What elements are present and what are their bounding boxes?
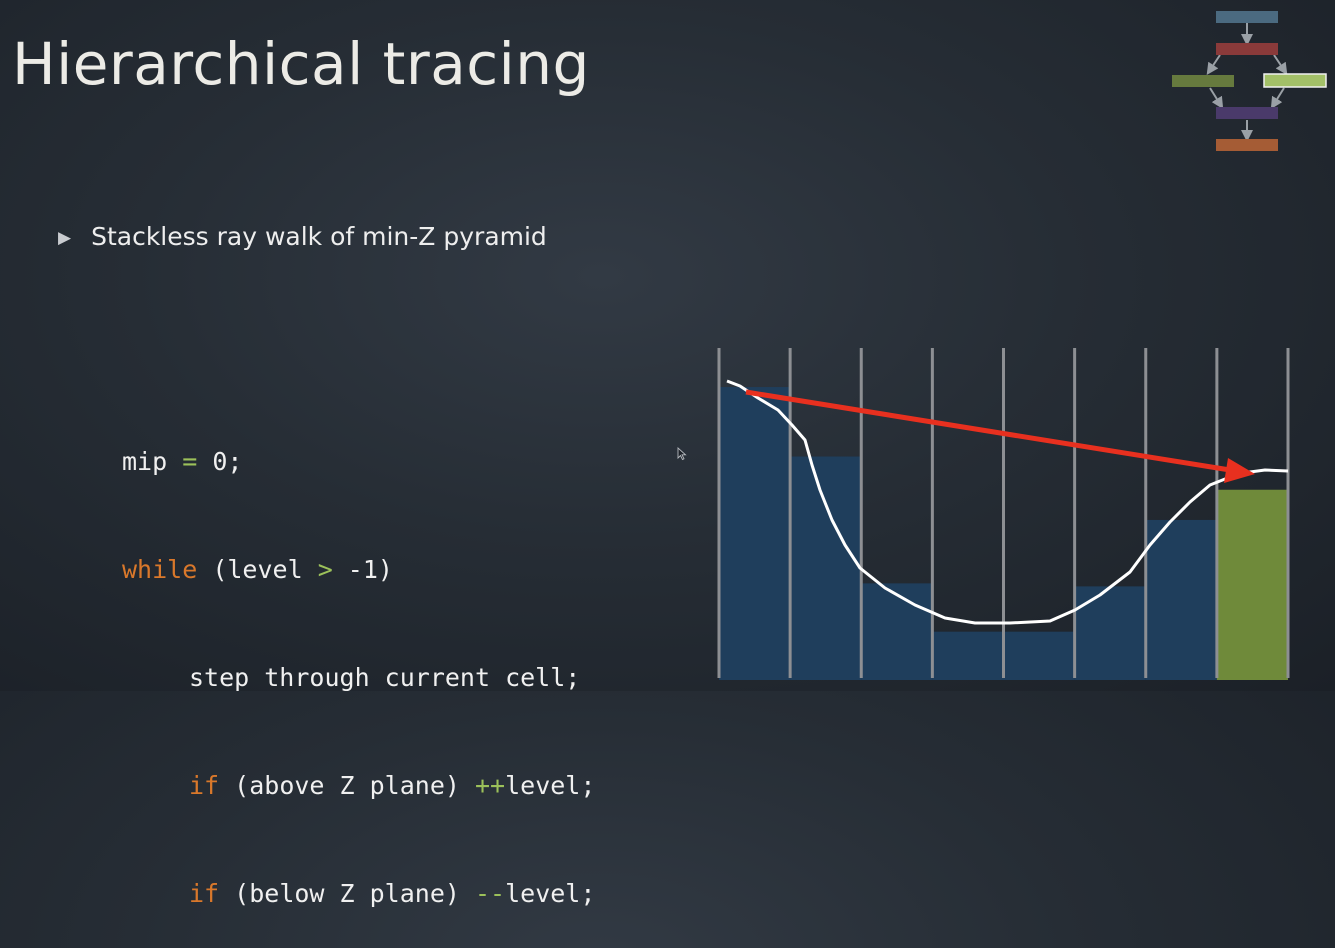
min-z-cell [932, 631, 1004, 680]
bullet-text: Stackless ray walk of min-Z pyramid [91, 222, 547, 251]
pipeline-flowchart-icon [1172, 11, 1327, 151]
code-keyword: while [122, 555, 198, 584]
ray-arrow [745, 389, 1255, 483]
min-z-cell [1145, 519, 1217, 680]
depth-surface-curve [726, 379, 1289, 625]
bullet-arrow-icon: ▶ [58, 227, 72, 248]
code-text: (level [197, 555, 318, 584]
min-z-cell [719, 387, 791, 680]
code-operator: = [182, 447, 198, 476]
code-line: step through current cell; [122, 660, 595, 696]
code-operator: ++ [474, 771, 506, 800]
code-line: mip = 0; [122, 444, 595, 480]
ray-arrowhead-icon [1224, 458, 1255, 483]
slide-title: Hierarchical tracing [12, 30, 590, 98]
code-text: (above Z plane) [219, 771, 475, 800]
min-z-cell [1074, 586, 1146, 680]
min-z-cell [1003, 631, 1075, 680]
hit-cell [1216, 489, 1288, 680]
code-operator: -- [474, 879, 506, 908]
flow-box [1263, 73, 1327, 88]
code-keyword: if [189, 879, 220, 908]
flow-box [1172, 75, 1234, 87]
code-text: 0; [197, 447, 243, 476]
code-text: level; [505, 771, 596, 800]
code-keyword: if [189, 771, 220, 800]
code-block: mip = 0; while (level > -1) step through… [122, 372, 595, 948]
flow-box [1216, 43, 1278, 55]
code-operator: > [317, 555, 333, 584]
hiz-trace-diagram [717, 348, 1290, 680]
mouse-cursor-icon [677, 447, 687, 461]
min-z-cell [861, 583, 933, 680]
flow-box [1216, 139, 1278, 151]
min-z-cell [790, 456, 862, 680]
code-text: step through current cell; [189, 663, 581, 692]
code-line: while (level > -1) [122, 552, 595, 588]
code-text: (below Z plane) [219, 879, 475, 908]
code-text: -1) [332, 555, 393, 584]
ray-shaft [745, 389, 1231, 473]
code-text: level; [505, 879, 596, 908]
flow-box [1216, 11, 1278, 23]
code-text: mip [122, 447, 183, 476]
flow-box [1216, 107, 1278, 119]
code-line: if (above Z plane) ++level; [122, 768, 595, 804]
bullet-item: ▶ Stackless ray walk of min-Z pyramid [58, 222, 547, 251]
code-line: if (below Z plane) --level; [122, 876, 595, 912]
